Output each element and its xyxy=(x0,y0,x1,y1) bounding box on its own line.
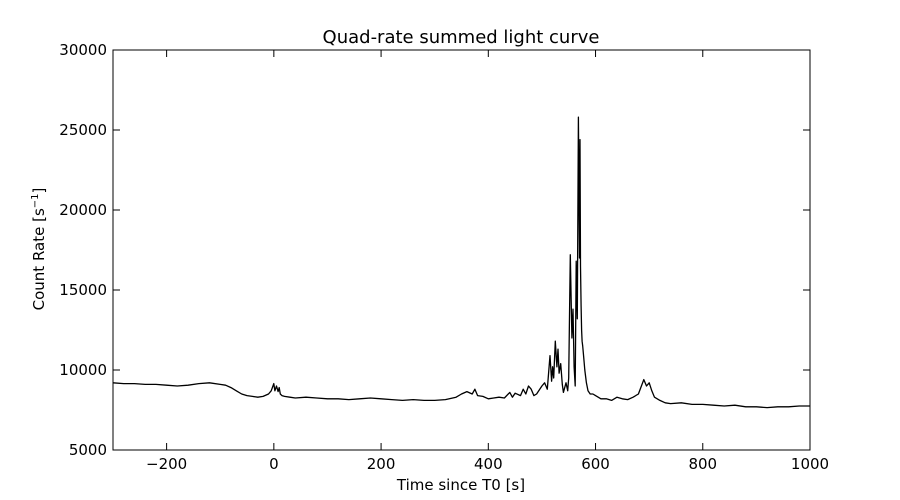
x-tick-label: 0 xyxy=(269,455,279,473)
x-tick-label: −200 xyxy=(146,455,187,473)
x-tick-label: 400 xyxy=(474,455,503,473)
y-tick-label: 25000 xyxy=(59,121,107,139)
x-tick-label: 1000 xyxy=(791,455,829,473)
y-axis-label-close: ] xyxy=(30,188,48,194)
y-axis-ticks: 5000 10000 15000 20000 25000 30000 xyxy=(59,41,810,459)
y-tick-label: 5000 xyxy=(69,441,107,459)
x-axis-ticks: −200 0 200 400 600 800 1000 xyxy=(146,50,829,473)
y-tick-label: 20000 xyxy=(59,201,107,219)
y-axis-label: Count Rate [s−1] xyxy=(30,188,48,311)
plot-area xyxy=(112,49,811,451)
y-tick-label: 30000 xyxy=(59,41,107,59)
x-axis-label: Time since T0 [s] xyxy=(396,476,525,494)
light-curve-line xyxy=(112,116,810,409)
x-tick-label: 600 xyxy=(581,455,610,473)
axes-frame xyxy=(112,49,811,451)
y-tick-label: 10000 xyxy=(59,361,107,379)
x-tick-label: 200 xyxy=(367,455,396,473)
y-axis-label-main: Count Rate [s xyxy=(30,208,48,310)
x-tick-label: 800 xyxy=(688,455,717,473)
y-axis-label-superscript: −1 xyxy=(30,193,41,208)
chart-title: Quad-rate summed light curve xyxy=(323,27,600,48)
y-tick-label: 15000 xyxy=(59,281,107,299)
